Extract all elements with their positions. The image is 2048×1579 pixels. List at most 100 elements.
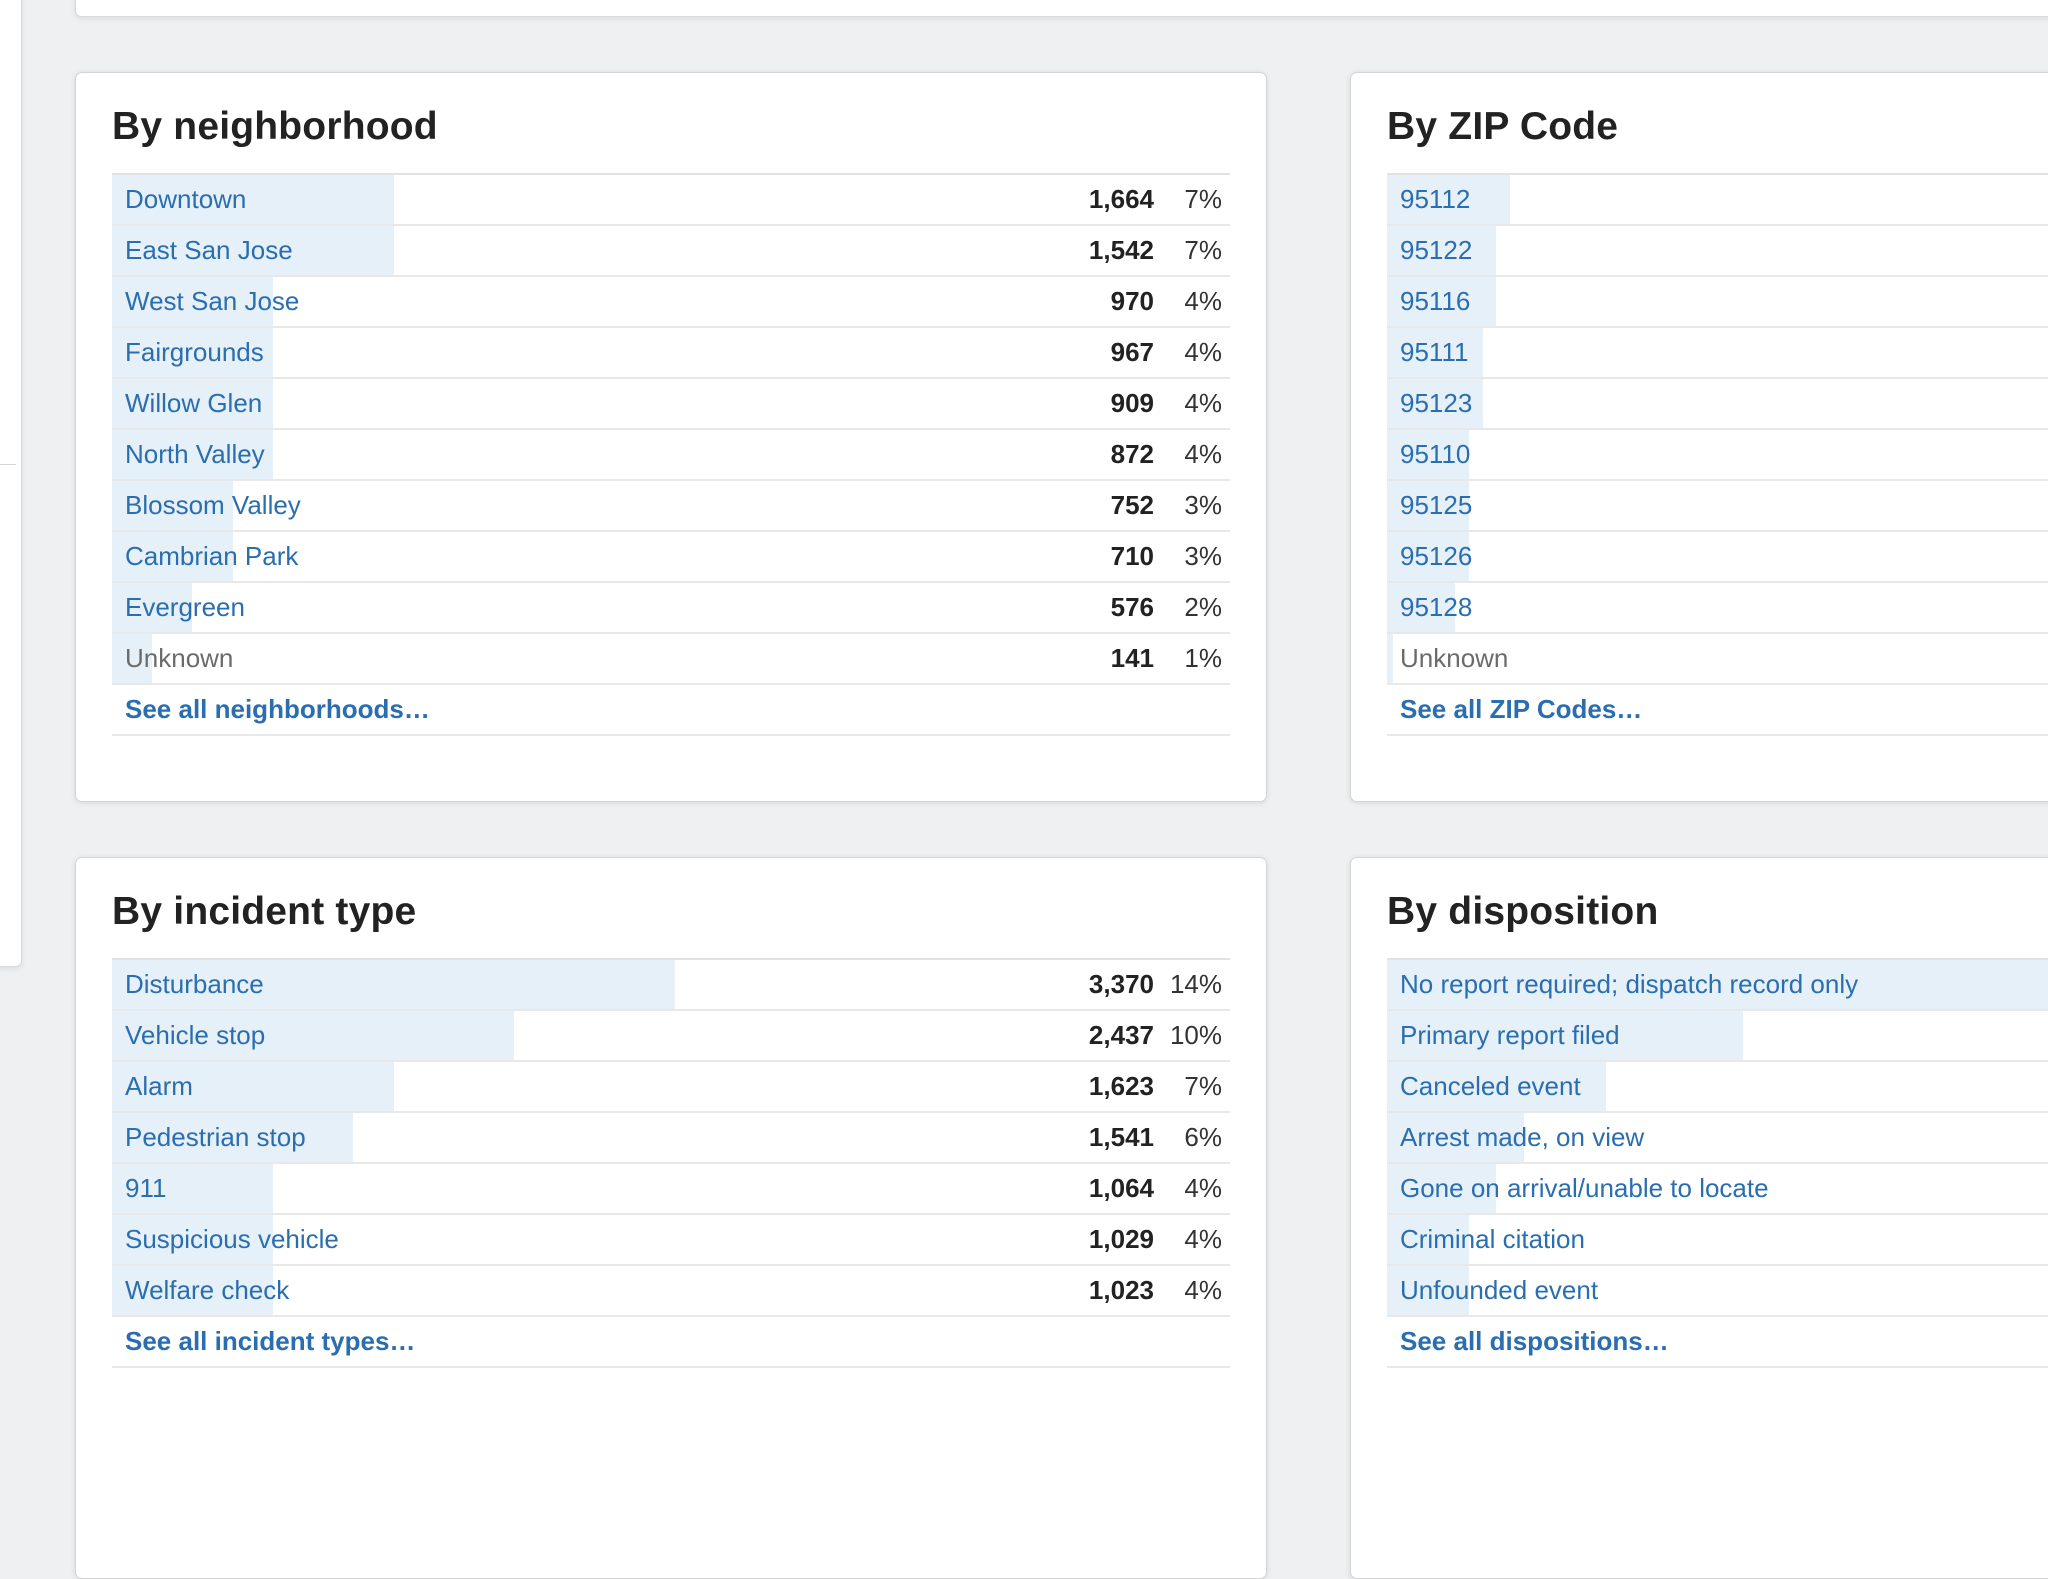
- disposition-list: No report required; dispatch record only…: [1387, 958, 2048, 1368]
- stat-row[interactable]: Downtown 1,664 7%: [112, 175, 1230, 226]
- stat-link[interactable]: Willow Glen: [125, 388, 263, 418]
- stat-count: 967: [1110, 337, 1154, 367]
- stat-row[interactable]: Fairgrounds 967 4%: [112, 328, 1230, 379]
- stat-row[interactable]: Alarm 1,623 7%: [112, 1062, 1230, 1113]
- stat-count: 970: [1110, 286, 1154, 316]
- stat-link[interactable]: Alarm: [125, 1071, 193, 1101]
- stat-link[interactable]: Evergreen: [125, 592, 245, 622]
- share-bar: [112, 960, 676, 1009]
- stat-row[interactable]: 911 1,064 4%: [112, 1164, 1230, 1215]
- stat-row[interactable]: Primary report filed: [1387, 1011, 2048, 1062]
- stat-row[interactable]: 95126: [1387, 532, 2048, 583]
- stat-row[interactable]: 95123: [1387, 379, 2048, 430]
- stat-row[interactable]: No report required; dispatch record only: [1387, 960, 2048, 1011]
- stat-link[interactable]: No report required; dispatch record only: [1400, 969, 1859, 999]
- share-bar: [1387, 1062, 1606, 1111]
- stat-row[interactable]: Suspicious vehicle 1,029 4%: [112, 1215, 1230, 1266]
- stat-row[interactable]: Criminal citation: [1387, 1215, 2048, 1266]
- share-bar: [1387, 481, 1470, 530]
- stat-link[interactable]: Suspicious vehicle: [125, 1224, 339, 1254]
- share-bar: [112, 1062, 394, 1111]
- stat-row[interactable]: Arrest made, on view: [1387, 1113, 2048, 1164]
- share-bar: [1387, 328, 1483, 377]
- share-bar: [1387, 1215, 1470, 1264]
- stat-link[interactable]: 911: [125, 1173, 167, 1203]
- stat-link[interactable]: Unfounded event: [1400, 1275, 1599, 1305]
- stat-link[interactable]: Pedestrian stop: [125, 1122, 306, 1152]
- stat-row[interactable]: Evergreen 576 2%: [112, 583, 1230, 634]
- stat-percent: 6%: [1184, 1122, 1222, 1152]
- stat-row[interactable]: East San Jose 1,542 7%: [112, 226, 1230, 277]
- stat-link[interactable]: 95112: [1400, 184, 1471, 214]
- share-bar: [112, 226, 394, 275]
- stat-link[interactable]: 95110: [1400, 439, 1471, 469]
- stat-row[interactable]: 95128: [1387, 583, 2048, 634]
- stat-row[interactable]: Gone on arrival/unable to locate: [1387, 1164, 2048, 1215]
- stat-row[interactable]: Willow Glen 909 4%: [112, 379, 1230, 430]
- stat-link[interactable]: Blossom Valley: [125, 490, 301, 520]
- stat-count: 576: [1110, 592, 1154, 622]
- see-all-link[interactable]: See all dispositions…: [1400, 1326, 1669, 1356]
- stat-row[interactable]: Pedestrian stop 1,541 6%: [112, 1113, 1230, 1164]
- share-bar: [112, 277, 273, 326]
- share-bar: [1387, 532, 1470, 581]
- stat-link[interactable]: Canceled event: [1400, 1071, 1581, 1101]
- neighborhood-card-title: By neighborhood: [112, 105, 438, 148]
- stat-label: Unknown: [125, 643, 234, 673]
- stat-row[interactable]: Vehicle stop 2,437 10%: [112, 1011, 1230, 1062]
- stat-link[interactable]: 95122: [1400, 235, 1473, 265]
- share-bar: [112, 1215, 273, 1264]
- incident-type-list: Disturbance 3,370 14% Vehicle stop 2,437 10% A…: [112, 958, 1230, 1368]
- stat-row[interactable]: Blossom Valley 752 3%: [112, 481, 1230, 532]
- see-all-row: See all ZIP Codes…: [1387, 685, 2048, 736]
- see-all-link[interactable]: See all ZIP Codes…: [1400, 694, 1643, 724]
- stat-link[interactable]: Gone on arrival/unable to locate: [1400, 1173, 1769, 1203]
- stat-row[interactable]: 95111: [1387, 328, 2048, 379]
- stat-row[interactable]: 95110: [1387, 430, 2048, 481]
- see-all-row: See all neighborhoods…: [112, 685, 1230, 736]
- stat-link[interactable]: Cambrian Park: [125, 541, 299, 571]
- stat-link[interactable]: 95125: [1400, 490, 1473, 520]
- stat-row: Unknown: [1387, 634, 2048, 685]
- share-bar: [1387, 226, 1497, 275]
- stat-row[interactable]: 95122: [1387, 226, 2048, 277]
- stat-count: 2,437: [1088, 1020, 1154, 1050]
- share-bar: [1387, 175, 1511, 224]
- stat-link[interactable]: Criminal citation: [1400, 1224, 1585, 1254]
- stat-link[interactable]: Welfare check: [125, 1275, 290, 1305]
- stat-link[interactable]: Downtown: [125, 184, 247, 214]
- share-bar: [1387, 583, 1456, 632]
- stat-link[interactable]: 95111: [1400, 337, 1469, 367]
- stat-link[interactable]: 95116: [1400, 286, 1471, 316]
- stat-link[interactable]: Disturbance: [125, 969, 264, 999]
- stat-link[interactable]: Primary report filed: [1400, 1020, 1620, 1050]
- stat-link[interactable]: 95128: [1400, 592, 1473, 622]
- panel-divider: [0, 464, 16, 465]
- stat-row[interactable]: West San Jose 970 4%: [112, 277, 1230, 328]
- stat-link[interactable]: North Valley: [125, 439, 265, 469]
- see-all-link[interactable]: See all neighborhoods…: [125, 694, 430, 724]
- stat-row[interactable]: Disturbance 3,370 14%: [112, 960, 1230, 1011]
- stat-row[interactable]: Unfounded event: [1387, 1266, 2048, 1317]
- stat-row[interactable]: Cambrian Park 710 3%: [112, 532, 1230, 583]
- stat-link[interactable]: West San Jose: [125, 286, 300, 316]
- stat-link[interactable]: 95126: [1400, 541, 1473, 571]
- incident-type-card: By incident type Disturbance 3,370 14% Vehi…: [75, 857, 1267, 1579]
- see-all-row: See all dispositions…: [1387, 1317, 2048, 1368]
- stat-link[interactable]: 95123: [1400, 388, 1473, 418]
- stat-row[interactable]: Welfare check 1,023 4%: [112, 1266, 1230, 1317]
- stat-link[interactable]: East San Jose: [125, 235, 293, 265]
- share-bar: [1387, 1011, 1743, 1060]
- stat-percent: 4%: [1184, 286, 1222, 316]
- share-bar: [112, 583, 193, 632]
- stat-link[interactable]: Vehicle stop: [125, 1020, 266, 1050]
- stat-row[interactable]: 95116: [1387, 277, 2048, 328]
- stat-link[interactable]: Arrest made, on view: [1400, 1122, 1645, 1152]
- see-all-link[interactable]: See all incident types…: [125, 1326, 416, 1356]
- stat-row[interactable]: North Valley 872 4%: [112, 430, 1230, 481]
- share-bar: [112, 1266, 273, 1315]
- stat-row[interactable]: Canceled event: [1387, 1062, 2048, 1113]
- stat-row[interactable]: 95125: [1387, 481, 2048, 532]
- stat-row[interactable]: 95112: [1387, 175, 2048, 226]
- stat-link[interactable]: Fairgrounds: [125, 337, 264, 367]
